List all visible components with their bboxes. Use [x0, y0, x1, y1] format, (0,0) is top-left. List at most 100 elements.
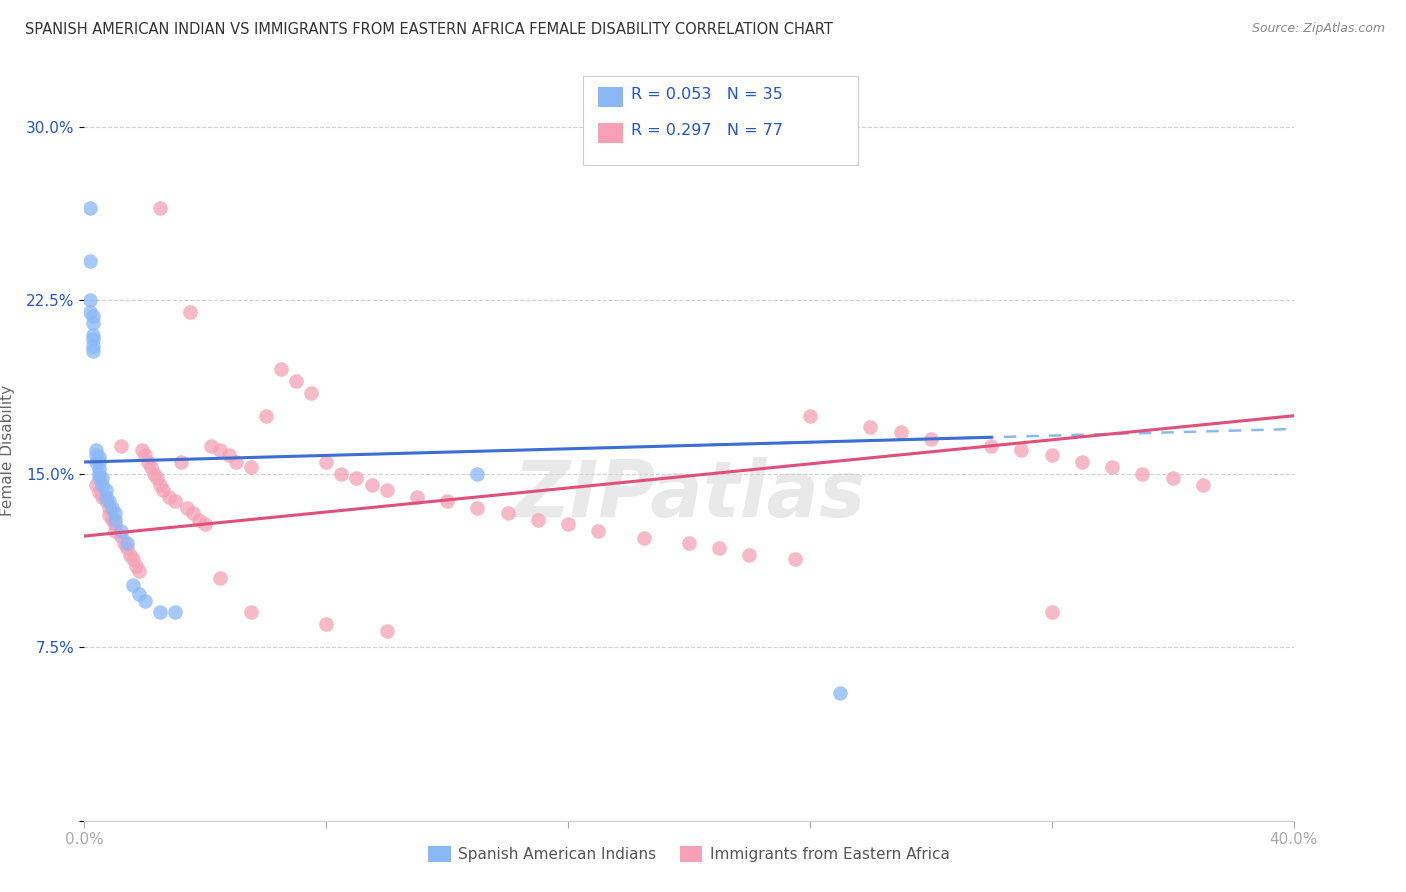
Point [89, 485, 111, 500]
Point [149, 478, 172, 492]
Y-axis label: Female Disability: Female Disability [0, 384, 15, 516]
Point [134, 594, 156, 608]
Point [115, 541, 138, 555]
Point [86, 455, 108, 469]
Point [1161, 471, 1184, 485]
Point [200, 439, 222, 453]
Point [104, 506, 127, 520]
Point [136, 455, 159, 469]
Point [131, 443, 153, 458]
Point [588, 524, 610, 539]
Point [79, 201, 101, 215]
Point [89, 471, 111, 485]
Point [1011, 443, 1033, 458]
Point [1130, 467, 1153, 481]
Point [79, 304, 101, 318]
Point [104, 517, 127, 532]
Point [94, 483, 117, 497]
Point [360, 478, 382, 492]
Point [179, 304, 201, 318]
Point [194, 517, 217, 532]
Point [82, 333, 104, 347]
Point [209, 571, 232, 585]
Point [104, 524, 127, 539]
Text: ZIPatlas: ZIPatlas [513, 457, 865, 533]
Point [146, 471, 169, 485]
Point [738, 548, 761, 562]
Point [496, 506, 519, 520]
Point [134, 448, 156, 462]
Point [920, 432, 942, 446]
Text: Source: ZipAtlas.com: Source: ZipAtlas.com [1251, 22, 1385, 36]
Point [225, 455, 247, 469]
Point [1071, 455, 1094, 469]
Point [97, 508, 120, 523]
Point [436, 494, 458, 508]
Point [181, 506, 204, 520]
Text: R = 0.297   N = 77: R = 0.297 N = 77 [631, 123, 783, 138]
Point [100, 501, 122, 516]
Point [86, 443, 108, 458]
Point [176, 501, 198, 516]
Point [678, 536, 700, 550]
Point [82, 327, 104, 342]
Point [165, 494, 187, 508]
Point [633, 532, 655, 546]
Point [89, 450, 111, 465]
Point [1192, 478, 1215, 492]
Point [94, 494, 117, 508]
Point [149, 201, 172, 215]
Point [783, 552, 806, 566]
Point [149, 606, 172, 620]
Point [1101, 459, 1123, 474]
Point [980, 439, 1002, 453]
Point [209, 443, 232, 458]
Point [82, 310, 104, 324]
Point [859, 420, 882, 434]
Point [170, 455, 193, 469]
Point [82, 343, 104, 358]
Point [142, 467, 165, 481]
Text: SPANISH AMERICAN INDIAN VS IMMIGRANTS FROM EASTERN AFRICA FEMALE DISABILITY CORR: SPANISH AMERICAN INDIAN VS IMMIGRANTS FR… [25, 22, 834, 37]
Point [79, 253, 101, 268]
Point [1040, 448, 1063, 462]
Point [110, 524, 132, 539]
Point [112, 536, 135, 550]
Point [115, 536, 138, 550]
Point [527, 513, 550, 527]
Point [110, 439, 132, 453]
Point [799, 409, 821, 423]
Point [125, 559, 148, 574]
Point [89, 462, 111, 476]
Point [467, 467, 489, 481]
Point [118, 548, 141, 562]
Point [315, 455, 337, 469]
Point [82, 339, 104, 353]
Legend: Spanish American Indians, Immigrants from Eastern Africa: Spanish American Indians, Immigrants fro… [422, 840, 956, 869]
Point [406, 490, 429, 504]
Point [100, 513, 122, 527]
Point [890, 425, 912, 439]
Point [467, 501, 489, 516]
Point [830, 686, 852, 700]
Point [128, 587, 150, 601]
Point [94, 490, 117, 504]
Point [110, 529, 132, 543]
Point [165, 606, 187, 620]
Point [97, 494, 120, 508]
Point [86, 448, 108, 462]
Point [188, 513, 211, 527]
Point [709, 541, 731, 555]
Point [375, 483, 398, 497]
Point [315, 617, 337, 632]
Point [239, 459, 262, 474]
Point [139, 459, 162, 474]
Point [157, 490, 180, 504]
Point [121, 577, 143, 591]
Point [97, 501, 120, 516]
Point [270, 362, 292, 376]
Point [89, 467, 111, 481]
Point [104, 513, 127, 527]
Point [375, 624, 398, 638]
Point [254, 409, 277, 423]
